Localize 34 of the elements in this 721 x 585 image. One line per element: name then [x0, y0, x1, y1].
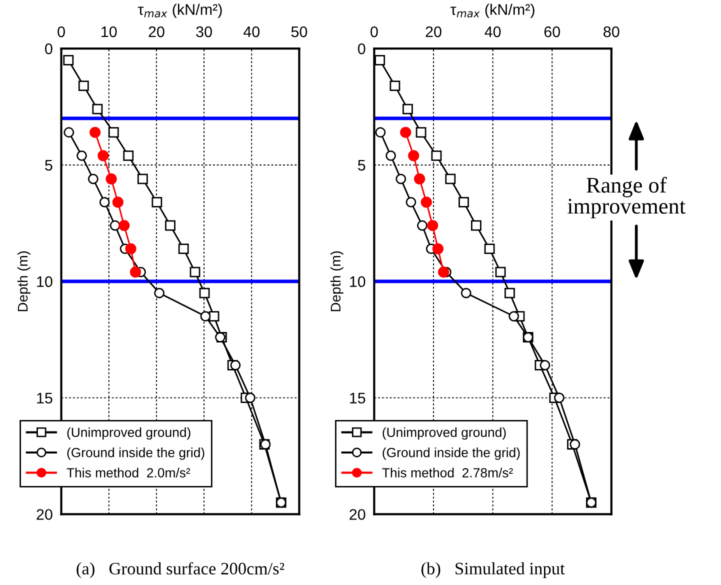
legend-label: This method 2.78m/s²	[382, 468, 513, 478]
x-tick-label: 20	[148, 26, 164, 38]
x-tick-label: 60	[544, 26, 560, 38]
legend-label: This method 2.0m/s²	[66, 468, 190, 478]
y-tick-label: 10	[37, 276, 52, 288]
y-tick-label: 10	[350, 276, 366, 288]
annotation: Range of improvement	[568, 176, 686, 218]
x-axis-title: τ$_{max}$ (kN/m²)	[450, 4, 534, 18]
x-tick-label: 80	[604, 26, 620, 38]
x-axis-title: τ$_{max}$ (kN/m²)	[138, 4, 222, 18]
legend-label: (Ground inside the grid)	[382, 448, 520, 460]
y-tick-label: 0	[358, 43, 366, 54]
y-axis-title: Depth (m)	[17, 251, 30, 312]
x-tick-label: 0	[58, 26, 65, 38]
y-tick-label: 20	[36, 509, 52, 520]
y-axis-title: Depth (m)	[330, 251, 344, 312]
legend-label: (Unimproved ground)	[382, 427, 506, 440]
y-tick-label: 15	[37, 392, 52, 404]
x-tick-label: 50	[291, 26, 308, 38]
x-tick-label: 30	[196, 26, 212, 38]
y-tick-label: 20	[350, 509, 366, 520]
y-tick-label: 15	[350, 392, 366, 404]
text: (b) Simulated input	[421, 562, 565, 578]
legend-label: (Ground inside the grid)	[67, 448, 204, 460]
y-tick-label: 0	[45, 43, 52, 54]
x-tick-label: 40	[243, 26, 260, 38]
text: (a) Ground surface 200cm/s²	[76, 562, 284, 578]
x-tick-label: 40	[484, 26, 501, 38]
legend-label: (Unimproved ground)	[67, 427, 190, 440]
x-tick-label: 20	[426, 26, 442, 38]
y-tick-label: 5	[358, 160, 366, 171]
x-tick-label: 0	[370, 26, 378, 38]
y-tick-label: 5	[45, 160, 52, 171]
x-tick-label: 10	[102, 26, 117, 38]
